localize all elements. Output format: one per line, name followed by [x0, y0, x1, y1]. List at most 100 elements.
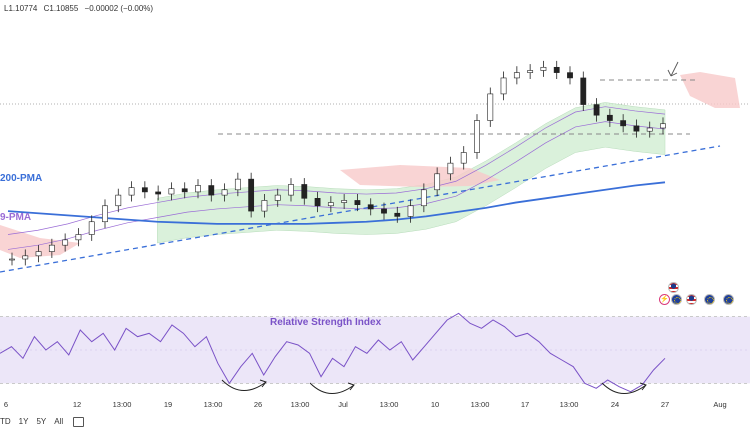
x-tick-label: 24 — [611, 400, 619, 409]
label-200-pma: 200-PMA — [0, 173, 42, 184]
timeframe-5y[interactable]: 5Y — [36, 417, 47, 426]
candle-body — [527, 70, 534, 73]
candle-body — [48, 244, 55, 252]
curved-arrow — [221, 379, 267, 391]
curved-arrow-head — [259, 379, 267, 388]
candle-body — [474, 120, 480, 153]
candle-body — [367, 204, 374, 210]
candle-body — [354, 200, 361, 205]
x-tick-label: 13:00 — [380, 400, 399, 409]
candle-body — [660, 123, 666, 129]
x-tick-label: 13:00 — [560, 400, 579, 409]
candle-body — [168, 188, 175, 195]
kumo-cloud-red — [680, 72, 740, 108]
candle-body — [234, 178, 241, 191]
pma-200-line — [7, 181, 666, 225]
candle-body — [155, 191, 162, 195]
candle-body — [500, 77, 507, 95]
change-value: −0.00002 (−0.00%) — [84, 4, 154, 13]
candle-body — [593, 104, 600, 116]
x-tick-label: 13:00 — [113, 400, 132, 409]
candle-body — [128, 187, 135, 196]
x-tick-label: 6 — [4, 400, 8, 409]
candle-body — [35, 251, 42, 257]
candle-body — [288, 184, 294, 196]
x-tick-label: 17 — [521, 400, 529, 409]
rsi-title: Relative Strength Index — [270, 317, 382, 328]
kumo-cloud-green — [157, 102, 666, 244]
candle-body — [181, 188, 188, 193]
eu-flag-icon[interactable] — [723, 294, 734, 305]
candle-body — [381, 208, 387, 214]
x-tick-label: 19 — [164, 400, 172, 409]
candle-body — [620, 120, 627, 127]
candle-body — [513, 72, 520, 79]
timeframe-all[interactable]: All — [54, 417, 64, 426]
ohlc-readout: L1.10774 C1.10855 −0.00002 (−0.00%) — [4, 4, 157, 13]
curved-arrow — [601, 382, 647, 394]
ma-thin-upper — [7, 106, 666, 235]
candle-body — [487, 93, 494, 121]
timeframe-td[interactable]: TD — [0, 417, 11, 426]
candle-body — [341, 200, 348, 203]
annotation-arrow — [667, 61, 679, 77]
ma-thin-lower — [7, 121, 666, 250]
low-value: L1.10774 — [4, 4, 38, 13]
candle-body — [22, 255, 29, 260]
dashed-trendline — [0, 145, 721, 273]
candle-body — [394, 212, 401, 217]
candle-body — [327, 202, 334, 207]
us-flag-icon[interactable] — [686, 294, 697, 305]
lightning-icon[interactable]: ⚡ — [659, 294, 670, 305]
curved-arrow — [309, 382, 355, 394]
candle-body — [646, 127, 653, 132]
candle-body — [248, 178, 255, 212]
curved-arrow-head — [639, 382, 647, 391]
candle-body — [102, 205, 108, 223]
candle-body — [301, 184, 308, 199]
candle-body — [141, 187, 148, 193]
candle-body — [261, 200, 268, 212]
candle-body — [567, 72, 573, 79]
candle-body — [553, 66, 560, 73]
x-tick-label: 13:00 — [204, 400, 223, 409]
curved-arrow-head — [347, 382, 355, 391]
candle-body — [633, 125, 640, 132]
close-value: C1.10855 — [43, 4, 79, 13]
x-tick-label: 10 — [431, 400, 439, 409]
kumo-cloud-red — [0, 225, 80, 258]
candle-body — [115, 194, 122, 207]
x-tick-label: Jul — [338, 400, 348, 409]
candle-body — [75, 234, 82, 241]
us-flag-icon[interactable] — [668, 282, 679, 293]
candle-body — [195, 185, 201, 193]
x-tick-label: 13:00 — [291, 400, 310, 409]
candle-body — [274, 194, 281, 201]
candle-body — [540, 66, 547, 71]
eu-flag-icon[interactable] — [671, 294, 682, 305]
candle-body — [407, 205, 414, 217]
candle-body — [460, 152, 467, 164]
rsi-line — [0, 312, 666, 393]
x-tick-label: 27 — [661, 400, 669, 409]
timeframe-1y[interactable]: 1Y — [18, 417, 29, 426]
candle-body — [434, 173, 441, 191]
x-tick-label: Aug — [713, 400, 726, 409]
x-tick-label: 13:00 — [471, 400, 490, 409]
kumo-cloud-red — [340, 165, 500, 187]
candle-body — [88, 221, 95, 235]
label-9-pma: 9-PMA — [0, 212, 31, 223]
candle-body — [420, 189, 427, 207]
candle-body — [447, 162, 454, 175]
candle-body — [62, 239, 69, 246]
timeframe-bar: TD 1Y 5Y All — [0, 413, 750, 430]
candle-body — [221, 189, 228, 196]
candle-body — [606, 114, 613, 121]
calendar-icon[interactable] — [73, 416, 85, 427]
candle-body — [314, 198, 321, 207]
eu-flag-icon[interactable] — [704, 294, 715, 305]
candle-body — [9, 258, 15, 261]
candle-body — [580, 77, 587, 105]
x-tick-label: 26 — [254, 400, 262, 409]
